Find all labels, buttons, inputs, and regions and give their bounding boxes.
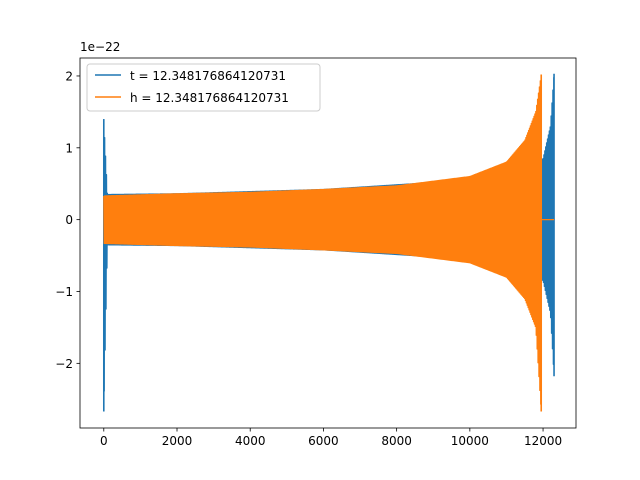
y-offset-label: 1e−22 xyxy=(80,40,120,54)
x-tick-label: 4000 xyxy=(235,434,266,448)
x-tick-label: 12000 xyxy=(524,434,562,448)
x-tick-label: 8000 xyxy=(381,434,412,448)
y-tick-label: 0 xyxy=(65,213,73,227)
series-layer xyxy=(102,73,555,412)
x-axis: 0 2000 4000 6000 8000 10000 12000 xyxy=(100,428,562,448)
y-tick-label: −1 xyxy=(55,285,73,299)
y-tick-label: −2 xyxy=(55,357,73,371)
y-tick-label: 2 xyxy=(65,69,73,83)
x-tick-label: 6000 xyxy=(308,434,339,448)
legend-label-h: h = 12.348176864120731 xyxy=(130,91,289,105)
x-tick-label: 0 xyxy=(100,434,108,448)
legend: t = 12.348176864120731 h = 12.3481768641… xyxy=(86,63,321,112)
x-tick-label: 10000 xyxy=(451,434,489,448)
legend-label-t: t = 12.348176864120731 xyxy=(130,69,286,83)
plot-frame xyxy=(79,57,577,429)
legend-box xyxy=(86,63,321,112)
series-line-h xyxy=(103,74,555,405)
x-tick-label: 2000 xyxy=(162,434,193,448)
y-axis: −2 −1 0 1 2 xyxy=(55,69,80,371)
y-tick-label: 1 xyxy=(65,141,73,155)
